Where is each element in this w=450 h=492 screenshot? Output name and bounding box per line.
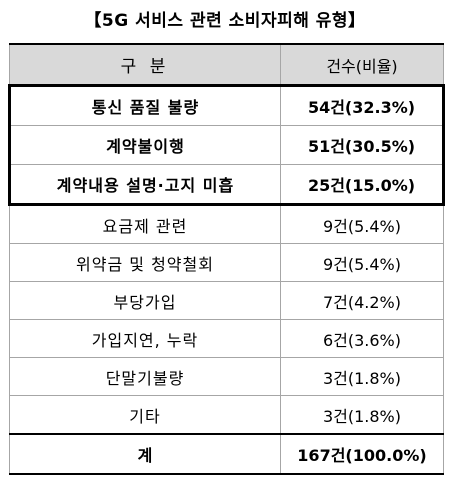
table-row: 부당가입 7건(4.2%) bbox=[9, 281, 444, 320]
row-category: 기타 bbox=[9, 395, 281, 435]
row-category: 통신 품질 불량 bbox=[8, 84, 281, 126]
row-count: 9건(5.4%) bbox=[280, 243, 444, 282]
row-category: 부당가입 bbox=[9, 281, 281, 320]
header-category: 구 분 bbox=[9, 43, 281, 87]
row-category: 단말기불량 bbox=[9, 357, 281, 396]
row-count: 25건(15.0%) bbox=[280, 164, 445, 206]
row-count: 9건(5.4%) bbox=[280, 204, 444, 244]
table-header-row: 구 분 건수(비율) bbox=[9, 43, 444, 87]
table-row: 위약금 및 청약철회 9건(5.4%) bbox=[9, 243, 444, 282]
complaint-type-table: 구 분 건수(비율) 통신 품질 불량 54건(32.3%) 계약불이행 51건… bbox=[8, 43, 445, 475]
table-row: 기타 3건(1.8%) bbox=[9, 395, 444, 435]
table-row: 요금제 관련 9건(5.4%) bbox=[9, 204, 444, 244]
row-count: 6건(3.6%) bbox=[280, 319, 444, 358]
table-row: 계약불이행 51건(30.5%) bbox=[8, 125, 445, 165]
row-count: 3건(1.8%) bbox=[280, 395, 444, 435]
row-category: 계약내용 설명·고지 미흡 bbox=[8, 164, 281, 206]
table-row: 계약내용 설명·고지 미흡 25건(15.0%) bbox=[8, 164, 445, 206]
row-count: 7건(4.2%) bbox=[280, 281, 444, 320]
row-category: 가입지연, 누락 bbox=[9, 319, 281, 358]
table-row: 통신 품질 불량 54건(32.3%) bbox=[8, 84, 445, 126]
row-category: 요금제 관련 bbox=[9, 204, 281, 244]
row-category: 계약불이행 bbox=[8, 125, 281, 165]
total-count: 167건(100.0%) bbox=[280, 433, 444, 475]
row-category: 위약금 및 청약철회 bbox=[9, 243, 281, 282]
total-label: 계 bbox=[9, 433, 281, 475]
table-row: 가입지연, 누락 6건(3.6%) bbox=[9, 319, 444, 358]
row-count: 51건(30.5%) bbox=[280, 125, 445, 165]
row-count: 54건(32.3%) bbox=[280, 84, 445, 126]
header-count: 건수(비율) bbox=[280, 43, 444, 87]
total-row: 계 167건(100.0%) bbox=[9, 433, 444, 475]
table-row: 단말기불량 3건(1.8%) bbox=[9, 357, 444, 396]
row-count: 3건(1.8%) bbox=[280, 357, 444, 396]
page-title: 【5G 서비스 관련 소비자피해 유형】 bbox=[84, 11, 366, 31]
